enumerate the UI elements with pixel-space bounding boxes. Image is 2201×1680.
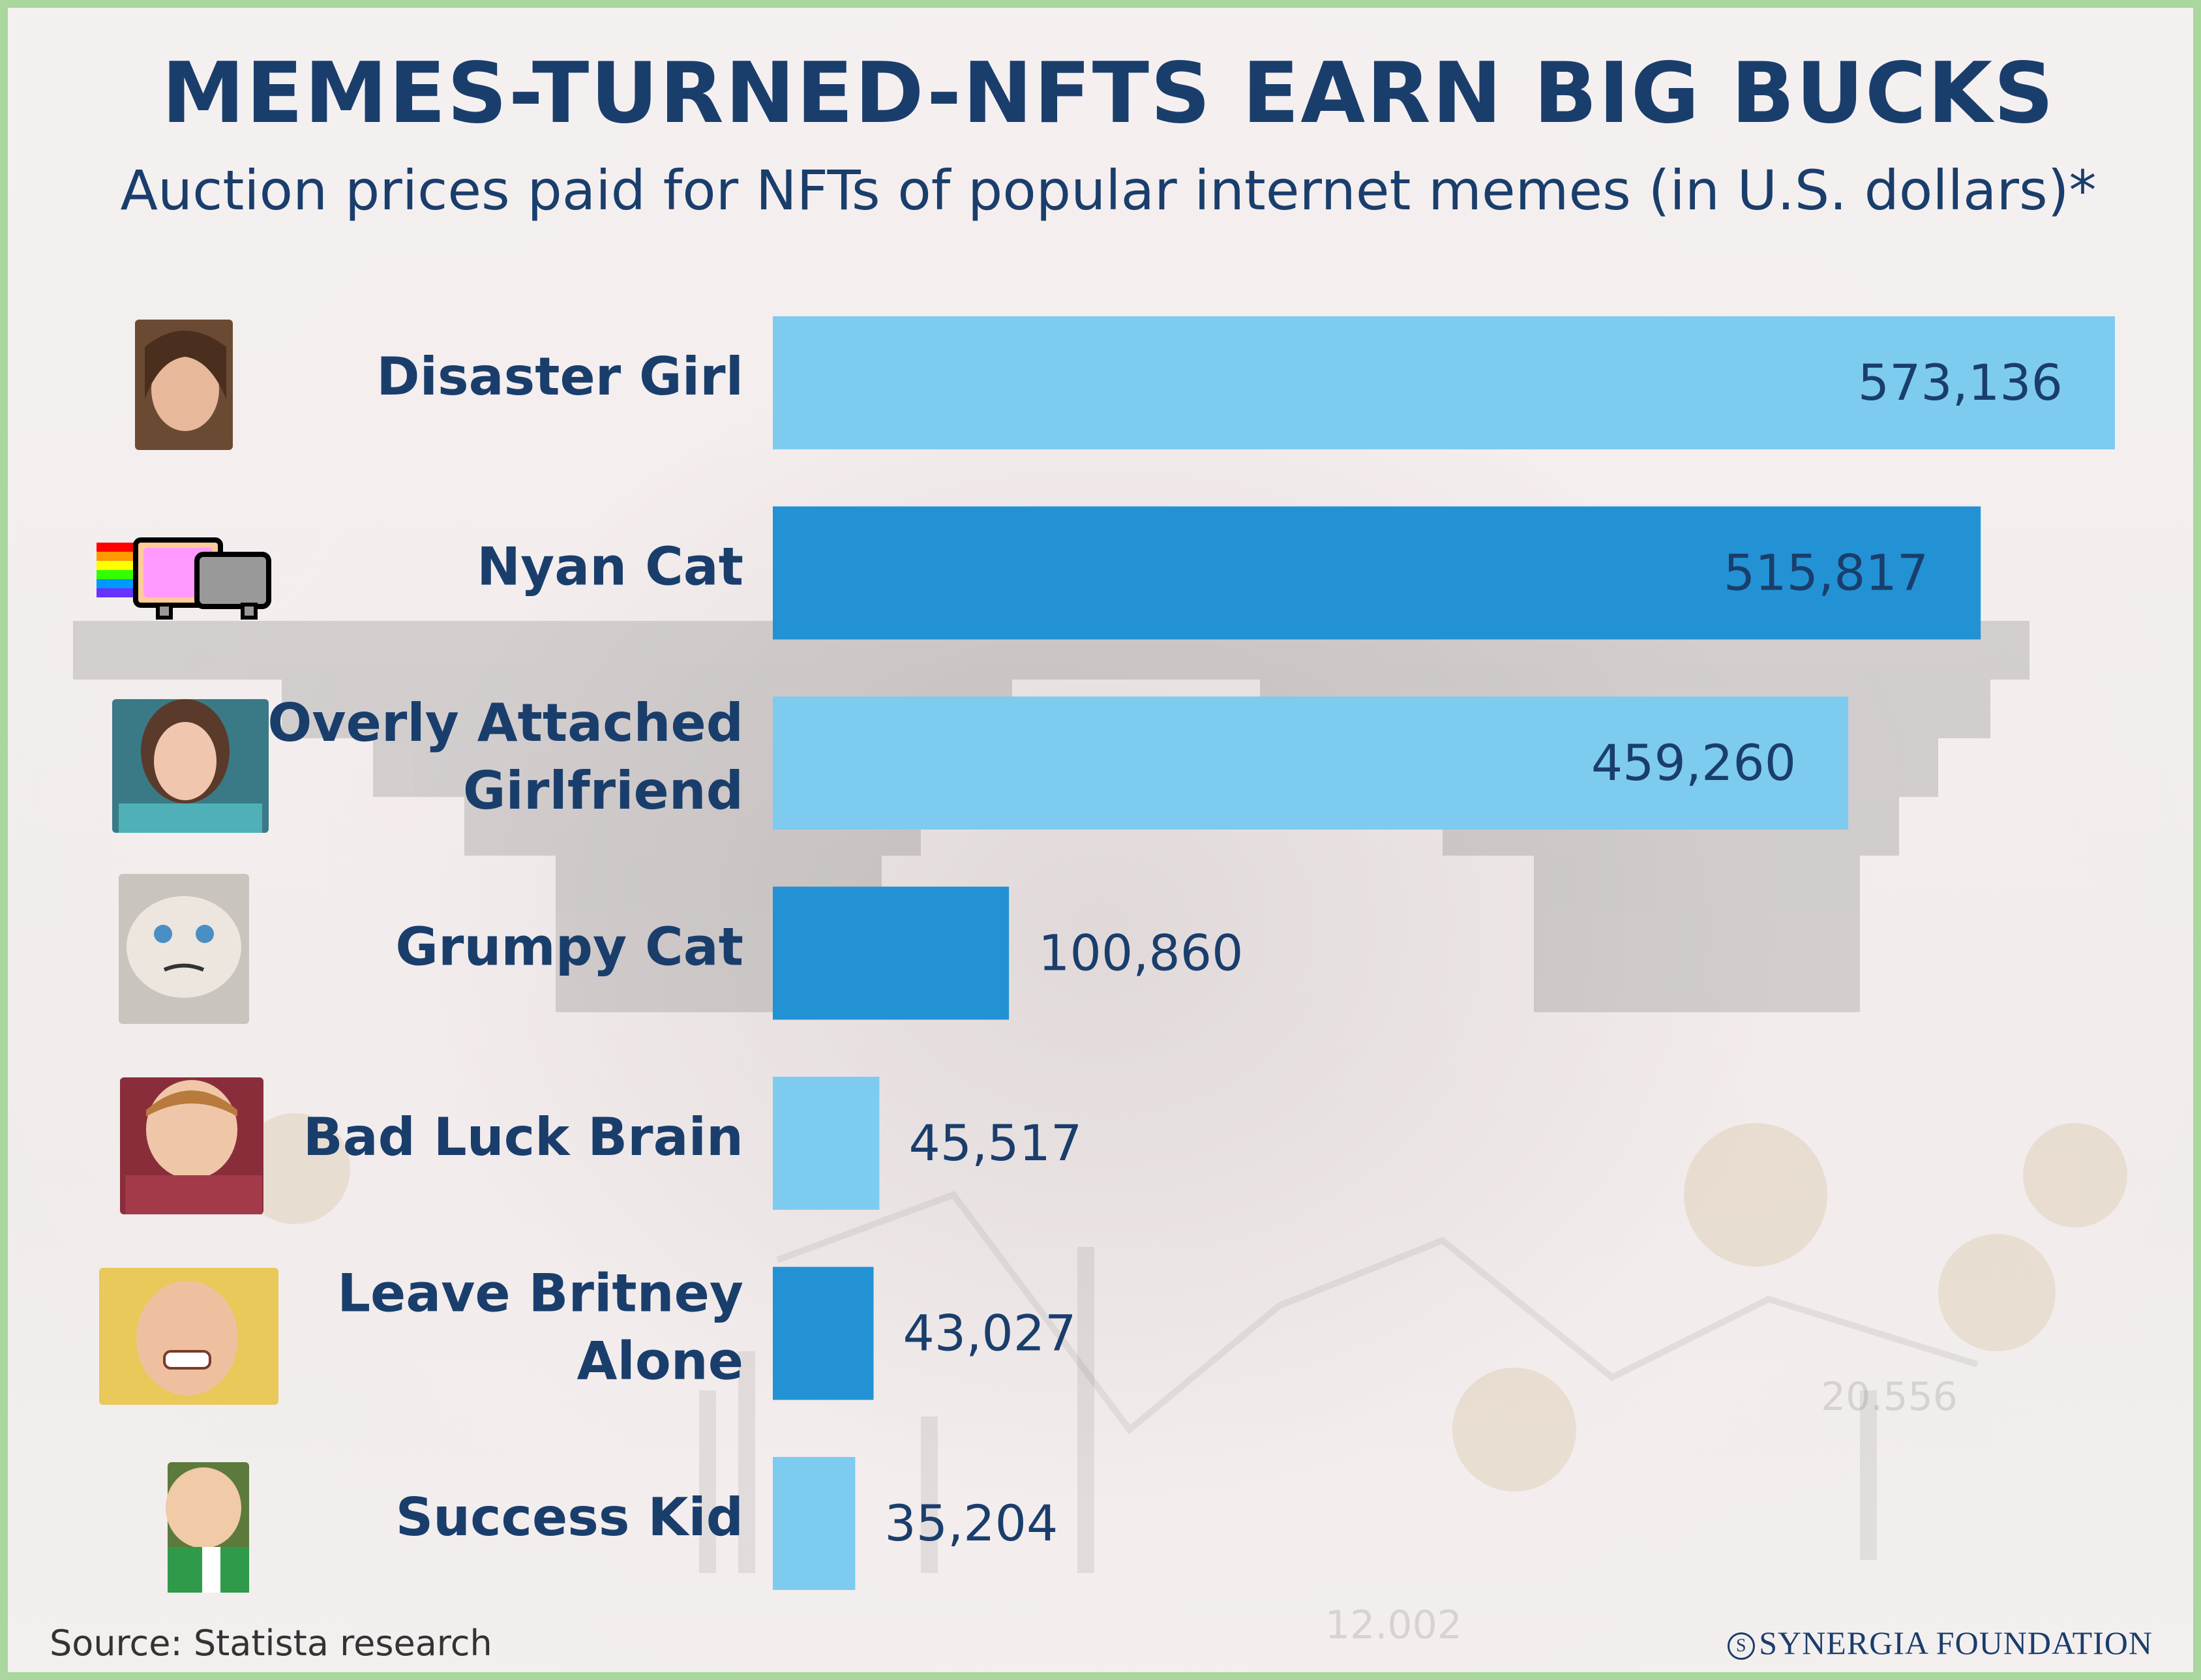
disaster-girl-photo: [135, 320, 233, 450]
bar: [773, 1457, 856, 1590]
chart-title: MEMES-TURNED-NFTS EARN BIG BUCKS: [161, 45, 2056, 142]
brand-name: SYNERGIA FOUNDATION: [1759, 1625, 2153, 1661]
category-label: Success Kid: [396, 1487, 743, 1548]
bad-luck-brian-photo: [120, 1077, 263, 1214]
value-label: 459,260: [1591, 734, 1796, 792]
bar-chart: Disaster Girl Nyan Cat Overly Attached Girl…: [97, 316, 2115, 1593]
value-label: 515,817: [1724, 544, 1928, 602]
value-label: 100,860: [1038, 924, 1243, 982]
category-label: Girlfriend: [463, 760, 743, 821]
background-number: 20.556: [1821, 1374, 1958, 1420]
copyright-s-icon: S: [1728, 1632, 1756, 1660]
value-label: 573,136: [1858, 353, 2063, 412]
leave-britney-alone-photo: [99, 1268, 278, 1405]
bar: [773, 506, 1981, 640]
category-labels: Disaster Girl Nyan Cat Overly Attached Girl…: [267, 346, 743, 1548]
category-label: Leave Britney: [337, 1263, 743, 1324]
bar: [773, 316, 2115, 449]
chart-subtitle: Auction prices paid for NFTs of popular …: [120, 158, 2097, 222]
category-label: Nyan Cat: [477, 537, 743, 597]
bars: [773, 316, 2115, 1590]
bar: [773, 1267, 874, 1400]
value-label: 43,027: [903, 1304, 1077, 1362]
nyan-cat-picture: [97, 537, 271, 620]
success-kid-photo: [166, 1462, 249, 1593]
bar: [773, 1077, 880, 1210]
grumpy-cat-photo: [119, 874, 249, 1024]
bar: [773, 697, 1849, 830]
value-label: 45,517: [908, 1114, 1082, 1172]
meme-thumbnails: [97, 320, 278, 1593]
brand-logo: S SYNERGIA FOUNDATION: [1728, 1624, 2153, 1662]
category-label: Grumpy Cat: [395, 917, 743, 978]
category-label: Disaster Girl: [376, 346, 743, 407]
source-note: Source: Statista research: [50, 1623, 492, 1664]
category-label: Overly Attached: [267, 693, 743, 753]
value-label: 35,204: [884, 1494, 1058, 1552]
background-number: 12.002: [1325, 1602, 1462, 1648]
value-labels: 573,136 515,817 459,260 100,860 45,517 43,027…: [884, 353, 2063, 1552]
bar: [773, 886, 1010, 1020]
category-label: Bad Luck Brain: [303, 1107, 743, 1167]
category-label: Alone: [576, 1331, 743, 1392]
overly-attached-girlfriend-photo: [112, 699, 269, 833]
